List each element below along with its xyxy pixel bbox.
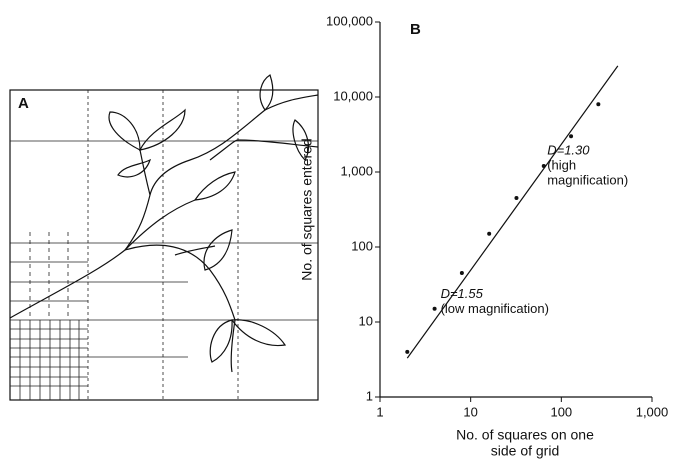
- y-tick-label: 100: [351, 238, 373, 253]
- x-tick-label: 100: [550, 404, 572, 419]
- x-axis-label: side of grid: [491, 443, 559, 459]
- panel-label: B: [410, 21, 421, 38]
- x-tick-label: 1: [376, 404, 383, 419]
- x-tick-label: 1,000: [636, 404, 669, 419]
- data-point: [405, 350, 409, 354]
- annotation: D=1.30: [547, 142, 590, 157]
- y-tick-label: 10: [359, 313, 373, 328]
- y-tick-label: 1,000: [340, 163, 373, 178]
- y-tick-label: 1: [366, 388, 373, 403]
- data-point: [433, 307, 437, 311]
- annotation-line: magnification): [547, 172, 628, 187]
- panel-label: A: [18, 95, 29, 112]
- annotation-line: (high: [547, 157, 576, 172]
- y-axis-label: No. of squares entered: [299, 138, 315, 280]
- page: {"drawing": {"label": "A"}, "chart_data"…: [0, 0, 686, 470]
- data-point: [460, 271, 464, 275]
- data-point: [596, 102, 600, 106]
- x-axis-label: No. of squares on one: [456, 427, 594, 443]
- data-point: [514, 196, 518, 200]
- y-tick-label: 10,000: [333, 88, 373, 103]
- y-tick-label: 100,000: [326, 13, 373, 28]
- annotation-line: (low magnification): [441, 301, 549, 316]
- x-tick-label: 10: [463, 404, 477, 419]
- annotation: D=1.55: [441, 286, 484, 301]
- figure: A 1 10 100 1,000 10,000 100,000 1 10 100 1,000 No.…: [0, 0, 686, 470]
- panel-a-drawing: A: [10, 75, 318, 400]
- data-point: [487, 232, 491, 236]
- data-point: [569, 134, 573, 138]
